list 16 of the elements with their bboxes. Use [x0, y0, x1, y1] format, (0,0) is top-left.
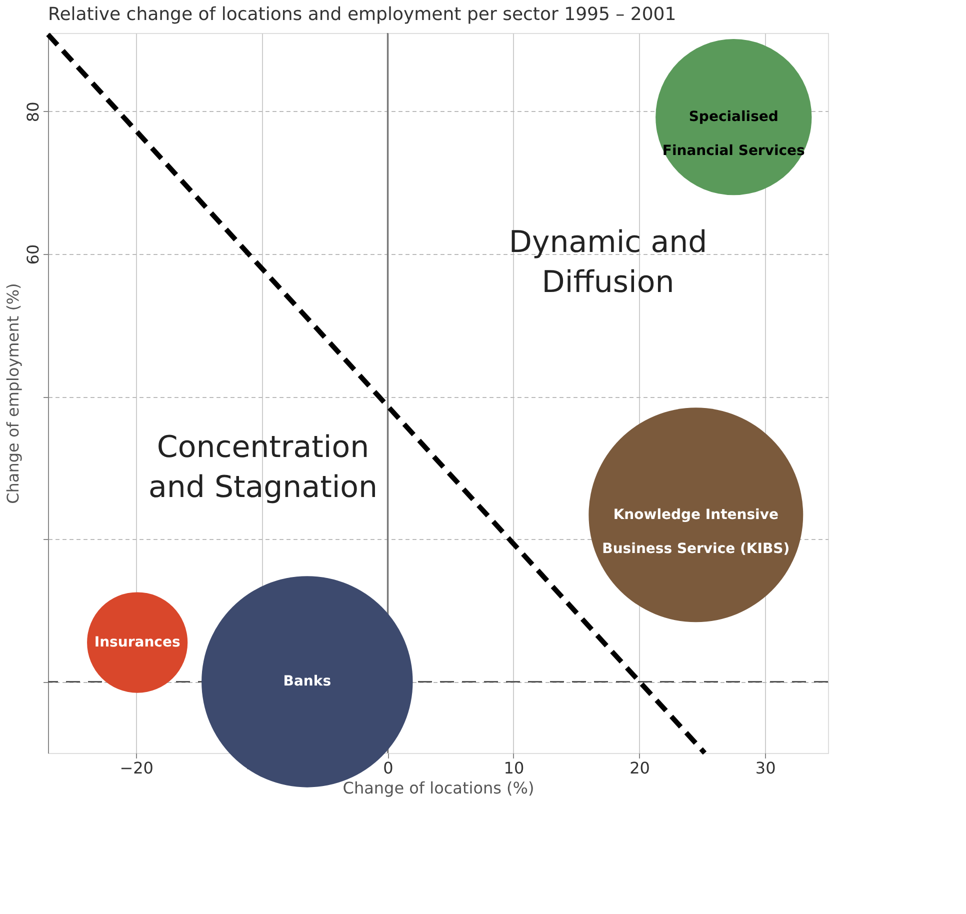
x-tick-label: 0 — [383, 758, 394, 778]
series-label: Insurances — [94, 634, 180, 651]
x-tick-label: −20 — [120, 758, 154, 778]
y-tick-label: 60 — [24, 244, 42, 265]
chart-title: Relative change of locations and employment per sector 1995 – 2001 — [48, 4, 676, 25]
y-tick-label: 80 — [24, 102, 42, 122]
annotation: Concentration and Stagnation — [148, 430, 378, 505]
x-tick-label: 20 — [630, 758, 650, 778]
annotation: Dynamic and Diffusion — [508, 225, 708, 300]
text: Knowledge Intensive Business Service (KIBS) — [602, 506, 790, 557]
series-label: Banks — [283, 674, 332, 690]
x-tick-label: 30 — [755, 758, 776, 778]
x-tick-label: 10 — [504, 758, 524, 778]
x-axis-title: Change of locations (%) — [342, 778, 534, 798]
y-axis-title: Change of employment (%) — [4, 283, 22, 504]
text: Specialised Financial Services — [662, 109, 805, 160]
